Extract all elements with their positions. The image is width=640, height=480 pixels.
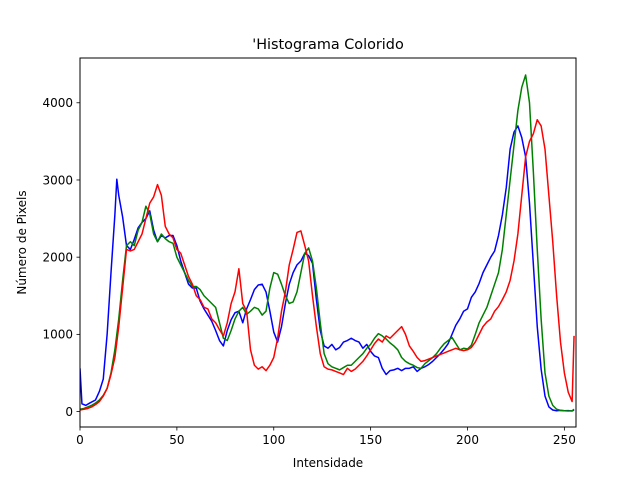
series-group [80,74,575,412]
x-tick-label: 250 [553,433,576,447]
axes-frame [79,57,577,428]
x-axis-ticks: 0 50 100 150 200 250 [76,427,576,447]
y-tick-label: 4000 [42,96,73,110]
chart-title: 'Histograma Colorido [252,37,404,53]
y-tick-label: 2000 [42,250,73,264]
x-axis-label: Intensidade [293,456,363,470]
y-tick-label: 0 [65,405,73,419]
y-tick-label: 3000 [42,173,73,187]
x-tick-label: 50 [169,433,184,447]
y-axis-label: Número de Pixels [15,190,29,294]
x-tick-label: 150 [359,433,382,447]
x-tick-label: 200 [456,433,479,447]
x-tick-label: 0 [76,433,84,447]
series-line-2 [80,119,575,411]
x-tick-label: 100 [262,433,285,447]
series-line-1 [80,74,575,412]
y-tick-label: 1000 [42,328,73,342]
y-axis-ticks: 0 1000 2000 3000 4000 [42,96,80,419]
